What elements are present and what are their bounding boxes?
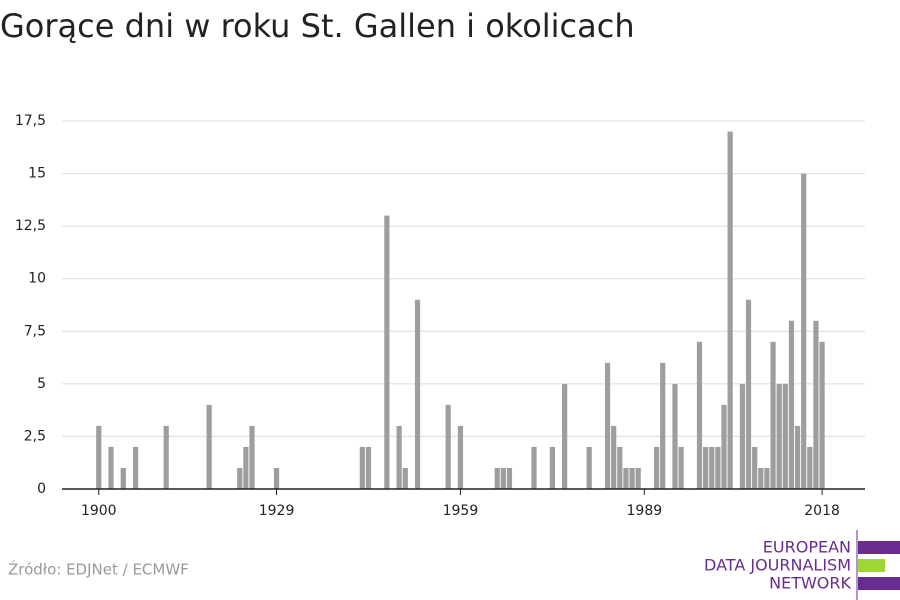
- bar: [813, 320, 819, 489]
- y-tick-label: 12,5: [15, 218, 46, 234]
- bar: [396, 425, 402, 489]
- bar: [96, 425, 102, 489]
- bar: [273, 467, 280, 489]
- bar: [445, 404, 451, 489]
- bar: [243, 446, 249, 489]
- bar: [794, 425, 801, 489]
- bar: [709, 446, 715, 489]
- y-tick-label: 5: [37, 376, 46, 392]
- bar: [531, 446, 537, 489]
- bar: [801, 173, 807, 490]
- bar: [788, 320, 795, 489]
- bar: [782, 383, 788, 489]
- logo-bar: [858, 541, 900, 554]
- x-tick-label: 1989: [627, 503, 663, 519]
- bar: [653, 446, 660, 489]
- bar: [745, 299, 752, 489]
- bar: [108, 446, 114, 489]
- bar: [635, 467, 641, 489]
- bar: [120, 467, 126, 489]
- chart-title: Gorące dni w roku St. Gallen i okolicach: [0, 7, 635, 45]
- bar: [764, 467, 770, 489]
- bar: [721, 404, 727, 489]
- bar: [672, 383, 678, 489]
- logo-bar: [858, 559, 885, 572]
- bar: [402, 467, 408, 489]
- bar: [384, 215, 390, 489]
- x-tick-label: 1929: [259, 503, 295, 519]
- bar: [703, 446, 709, 489]
- bar: [494, 467, 500, 489]
- bar: [506, 467, 513, 489]
- bar: [206, 404, 212, 489]
- bar: [776, 383, 782, 489]
- bar: [629, 467, 635, 489]
- bar: [365, 446, 372, 489]
- bar: [562, 383, 568, 489]
- x-tick-label: 1900: [81, 503, 117, 519]
- bar: [163, 425, 169, 489]
- bar: [457, 425, 464, 489]
- y-tick-label: 2,5: [24, 428, 46, 444]
- bar: [752, 446, 758, 489]
- bar: [249, 425, 255, 489]
- bar: [586, 446, 592, 489]
- bar: [678, 446, 684, 489]
- bar: [739, 383, 746, 489]
- logo-text: EUROPEAN: [763, 538, 851, 557]
- bar: [623, 467, 629, 489]
- x-tick-label: 1959: [443, 503, 479, 519]
- logo-text: DATA JOURNALISM: [704, 556, 851, 575]
- bar: [660, 362, 666, 489]
- bar: [500, 467, 506, 489]
- bar: [758, 467, 764, 489]
- bar: [611, 425, 617, 489]
- y-tick-label: 17,5: [15, 113, 46, 129]
- bar: [604, 362, 611, 489]
- logo-text: NETWORK: [769, 574, 851, 593]
- x-tick-label: 2018: [804, 503, 840, 519]
- bar: [807, 446, 813, 489]
- bar: [617, 446, 623, 489]
- bar: [715, 446, 721, 489]
- bar: [549, 446, 555, 489]
- y-tick-label: 7,5: [24, 323, 46, 339]
- bar: [237, 467, 243, 489]
- y-tick-label: 0: [37, 481, 46, 497]
- bar: [696, 341, 703, 489]
- logo-bar: [858, 577, 900, 590]
- bar: [770, 341, 776, 489]
- bar: [727, 131, 733, 489]
- bar: [819, 341, 825, 489]
- y-tick-label: 10: [28, 271, 46, 287]
- bar: [414, 299, 421, 489]
- source: Źródło: EDJNet / ECMWF: [8, 560, 189, 579]
- bar: [359, 446, 365, 489]
- y-tick-label: 15: [28, 166, 46, 182]
- bar: [132, 446, 139, 489]
